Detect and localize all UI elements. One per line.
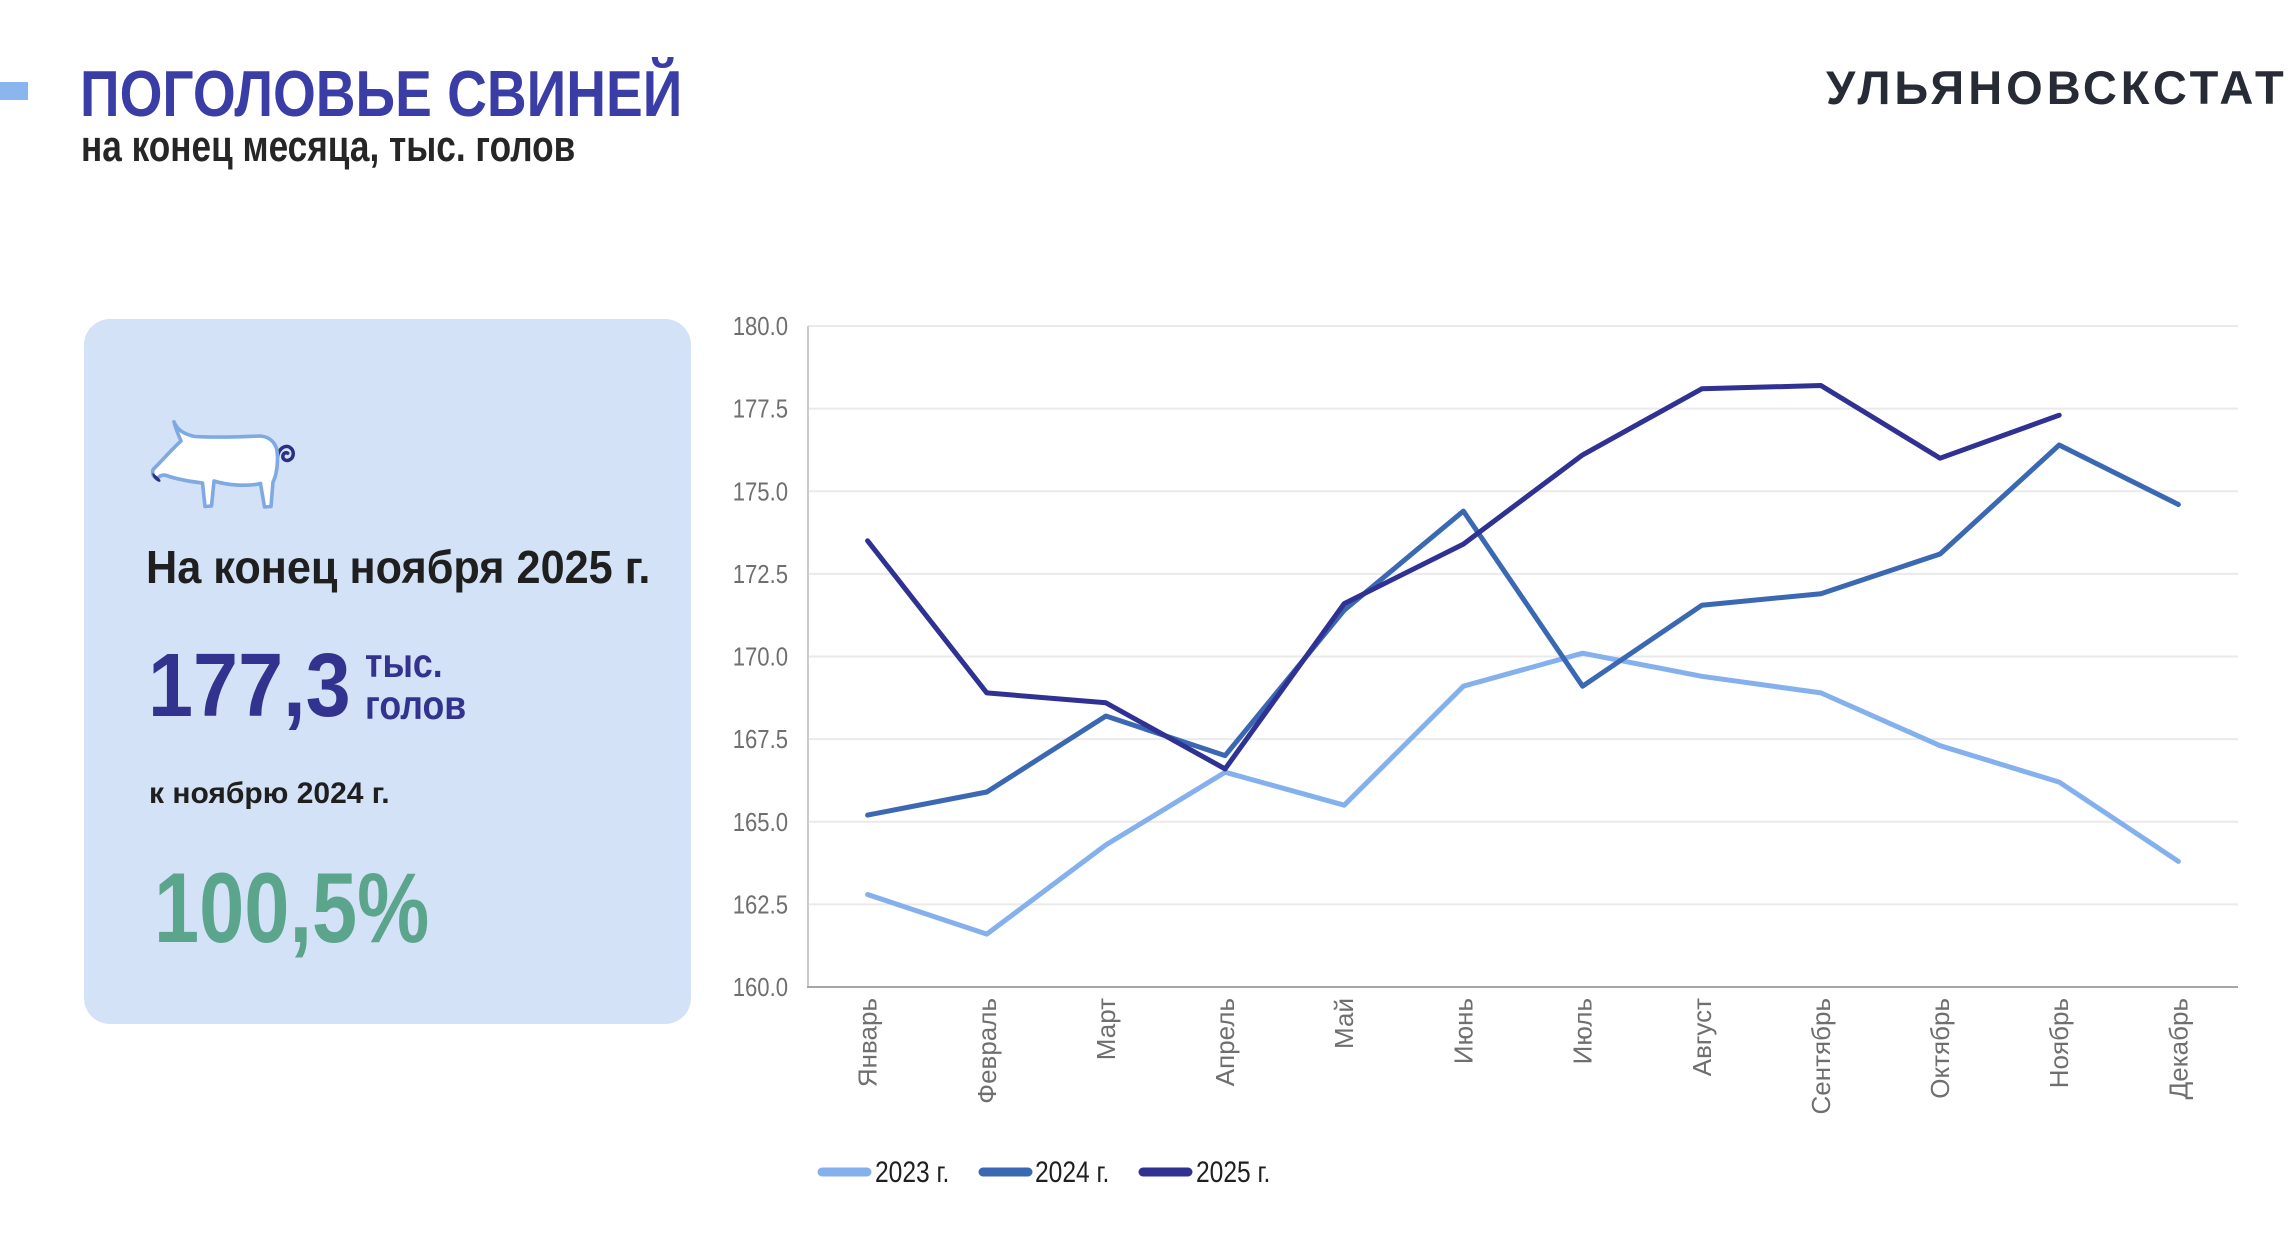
svg-text:Май: Май <box>1329 998 1359 1049</box>
svg-text:Февраль: Февраль <box>972 998 1002 1104</box>
svg-text:167.5: 167.5 <box>733 725 788 754</box>
svg-text:Август: Август <box>1687 998 1717 1076</box>
svg-text:Октябрь: Октябрь <box>1925 998 1955 1099</box>
svg-text:2024 г.: 2024 г. <box>1035 1155 1109 1189</box>
svg-text:165.0: 165.0 <box>733 808 788 837</box>
svg-text:Июль: Июль <box>1568 998 1598 1064</box>
svg-text:Ноябрь: Ноябрь <box>2044 998 2074 1088</box>
svg-text:Апрель: Апрель <box>1210 998 1240 1086</box>
svg-text:162.5: 162.5 <box>733 891 788 920</box>
svg-text:170.0: 170.0 <box>733 643 788 672</box>
svg-text:Декабрь: Декабрь <box>2163 998 2193 1099</box>
svg-text:2023 г.: 2023 г. <box>875 1155 949 1189</box>
svg-text:Март: Март <box>1091 998 1121 1060</box>
svg-text:180.0: 180.0 <box>733 312 788 341</box>
svg-text:Сентябрь: Сентябрь <box>1806 998 1836 1114</box>
svg-text:Июнь: Июнь <box>1448 998 1478 1064</box>
svg-text:Январь: Январь <box>853 998 883 1087</box>
svg-text:172.5: 172.5 <box>733 560 788 589</box>
svg-text:175.0: 175.0 <box>733 478 788 507</box>
svg-text:2025 г.: 2025 г. <box>1196 1155 1270 1189</box>
svg-text:177.5: 177.5 <box>733 395 788 424</box>
svg-text:160.0: 160.0 <box>733 973 788 1002</box>
